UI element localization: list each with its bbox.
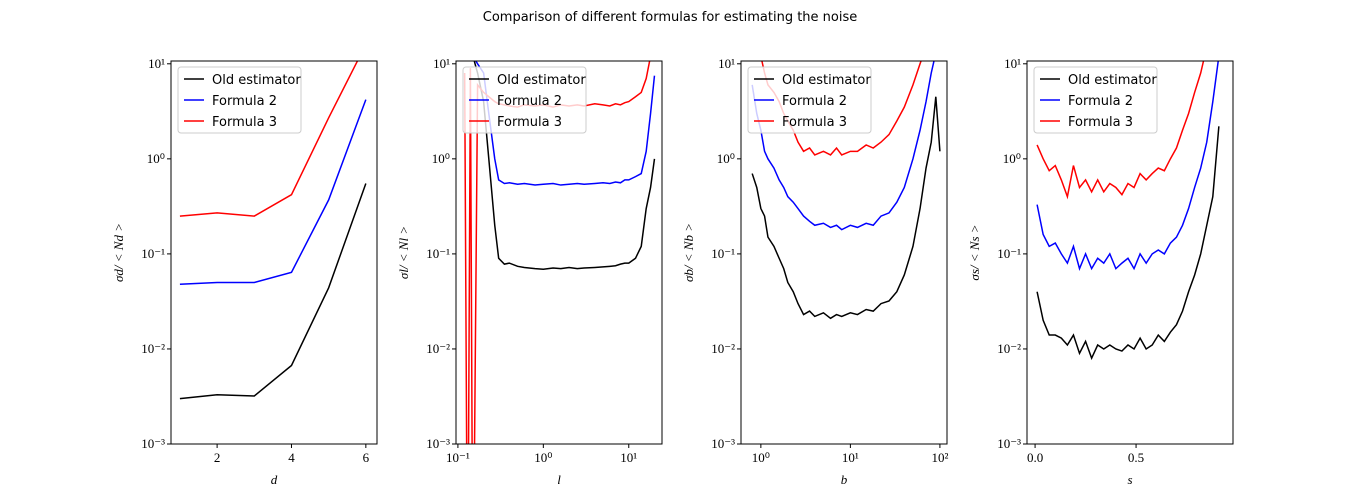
series-line bbox=[179, 99, 367, 285]
y-tick-label: 10⁰ bbox=[432, 151, 450, 166]
figure-title: Comparison of different formulas for est… bbox=[483, 10, 858, 25]
legend-label: Old estimator bbox=[782, 73, 871, 88]
legend-box bbox=[177, 66, 302, 134]
y-tick-label: 10¹ bbox=[433, 56, 450, 71]
y-tick-label: 10¹ bbox=[718, 56, 735, 71]
legend-label: Formula 2 bbox=[1068, 94, 1133, 109]
x-tick-label: 10¹ bbox=[842, 450, 859, 465]
legend-label: Formula 3 bbox=[212, 115, 277, 130]
x-tick-label: 10² bbox=[931, 450, 948, 465]
y-tick-label: 10⁻¹ bbox=[141, 246, 165, 261]
legend-box bbox=[747, 66, 872, 134]
series-line bbox=[751, 61, 935, 231]
series-line bbox=[179, 61, 359, 217]
x-tick-label: 2 bbox=[214, 450, 221, 465]
legend-label: Formula 3 bbox=[1068, 115, 1133, 130]
y-tick-label: 10⁰ bbox=[1003, 151, 1021, 166]
y-axis-label: σs/ < Ns > bbox=[967, 224, 982, 280]
y-tick-label: 10⁰ bbox=[147, 151, 165, 166]
legend-label: Formula 3 bbox=[782, 115, 847, 130]
x-tick-label: 4 bbox=[288, 450, 295, 465]
legend-label: Formula 2 bbox=[782, 94, 847, 109]
y-tick-label: 10⁻¹ bbox=[711, 246, 735, 261]
x-tick-label: 6 bbox=[363, 450, 370, 465]
legend-box bbox=[462, 66, 587, 134]
y-tick-label: 10⁻³ bbox=[141, 436, 165, 451]
legend-label: Formula 2 bbox=[212, 94, 277, 109]
y-axis-label: σl/ < Nl > bbox=[396, 226, 411, 279]
legend-label: Old estimator bbox=[212, 73, 301, 88]
x-tick-label: 10¹ bbox=[620, 450, 637, 465]
x-tick-label: 10⁰ bbox=[534, 450, 552, 465]
y-tick-label: 10⁻³ bbox=[426, 436, 450, 451]
legend-label: Old estimator bbox=[1068, 73, 1157, 88]
y-axis-label: σd/ < Nd > bbox=[111, 223, 126, 282]
axes-frame bbox=[455, 60, 663, 445]
axes-frame bbox=[170, 60, 378, 445]
axes-frame bbox=[740, 60, 948, 445]
legend-label: Formula 3 bbox=[497, 115, 562, 130]
x-tick-label: 0.5 bbox=[1128, 450, 1144, 465]
series-line bbox=[751, 96, 941, 320]
legend-label: Old estimator bbox=[497, 73, 586, 88]
y-tick-label: 10⁰ bbox=[717, 151, 735, 166]
y-tick-label: 10⁻² bbox=[426, 341, 450, 356]
x-tick-label: 10⁰ bbox=[752, 450, 770, 465]
y-tick-label: 10¹ bbox=[1004, 56, 1021, 71]
x-tick-label: 10⁻¹ bbox=[446, 450, 470, 465]
y-tick-label: 10⁻¹ bbox=[426, 246, 450, 261]
y-tick-label: 10⁻² bbox=[141, 341, 165, 356]
y-tick-label: 10⁻² bbox=[997, 341, 1021, 356]
x-axis-label: d bbox=[271, 472, 278, 487]
y-axis-label: σb/ < Nb > bbox=[681, 223, 696, 282]
x-axis-label: l bbox=[557, 472, 561, 487]
y-tick-label: 10⁻¹ bbox=[997, 246, 1021, 261]
x-axis-label: b bbox=[841, 472, 848, 487]
axes-frame bbox=[1026, 60, 1234, 445]
series-line bbox=[179, 183, 367, 400]
y-tick-label: 10¹ bbox=[148, 56, 165, 71]
x-tick-label: 0.0 bbox=[1027, 450, 1043, 465]
series-line bbox=[1036, 61, 1205, 200]
series-line bbox=[1036, 126, 1220, 361]
y-tick-label: 10⁻³ bbox=[711, 436, 735, 451]
legend-box bbox=[1033, 66, 1158, 134]
x-axis-label: s bbox=[1127, 472, 1132, 487]
legend-label: Formula 2 bbox=[497, 94, 562, 109]
series-line bbox=[1036, 61, 1219, 271]
y-tick-label: 10⁻³ bbox=[997, 436, 1021, 451]
y-tick-label: 10⁻² bbox=[711, 341, 735, 356]
